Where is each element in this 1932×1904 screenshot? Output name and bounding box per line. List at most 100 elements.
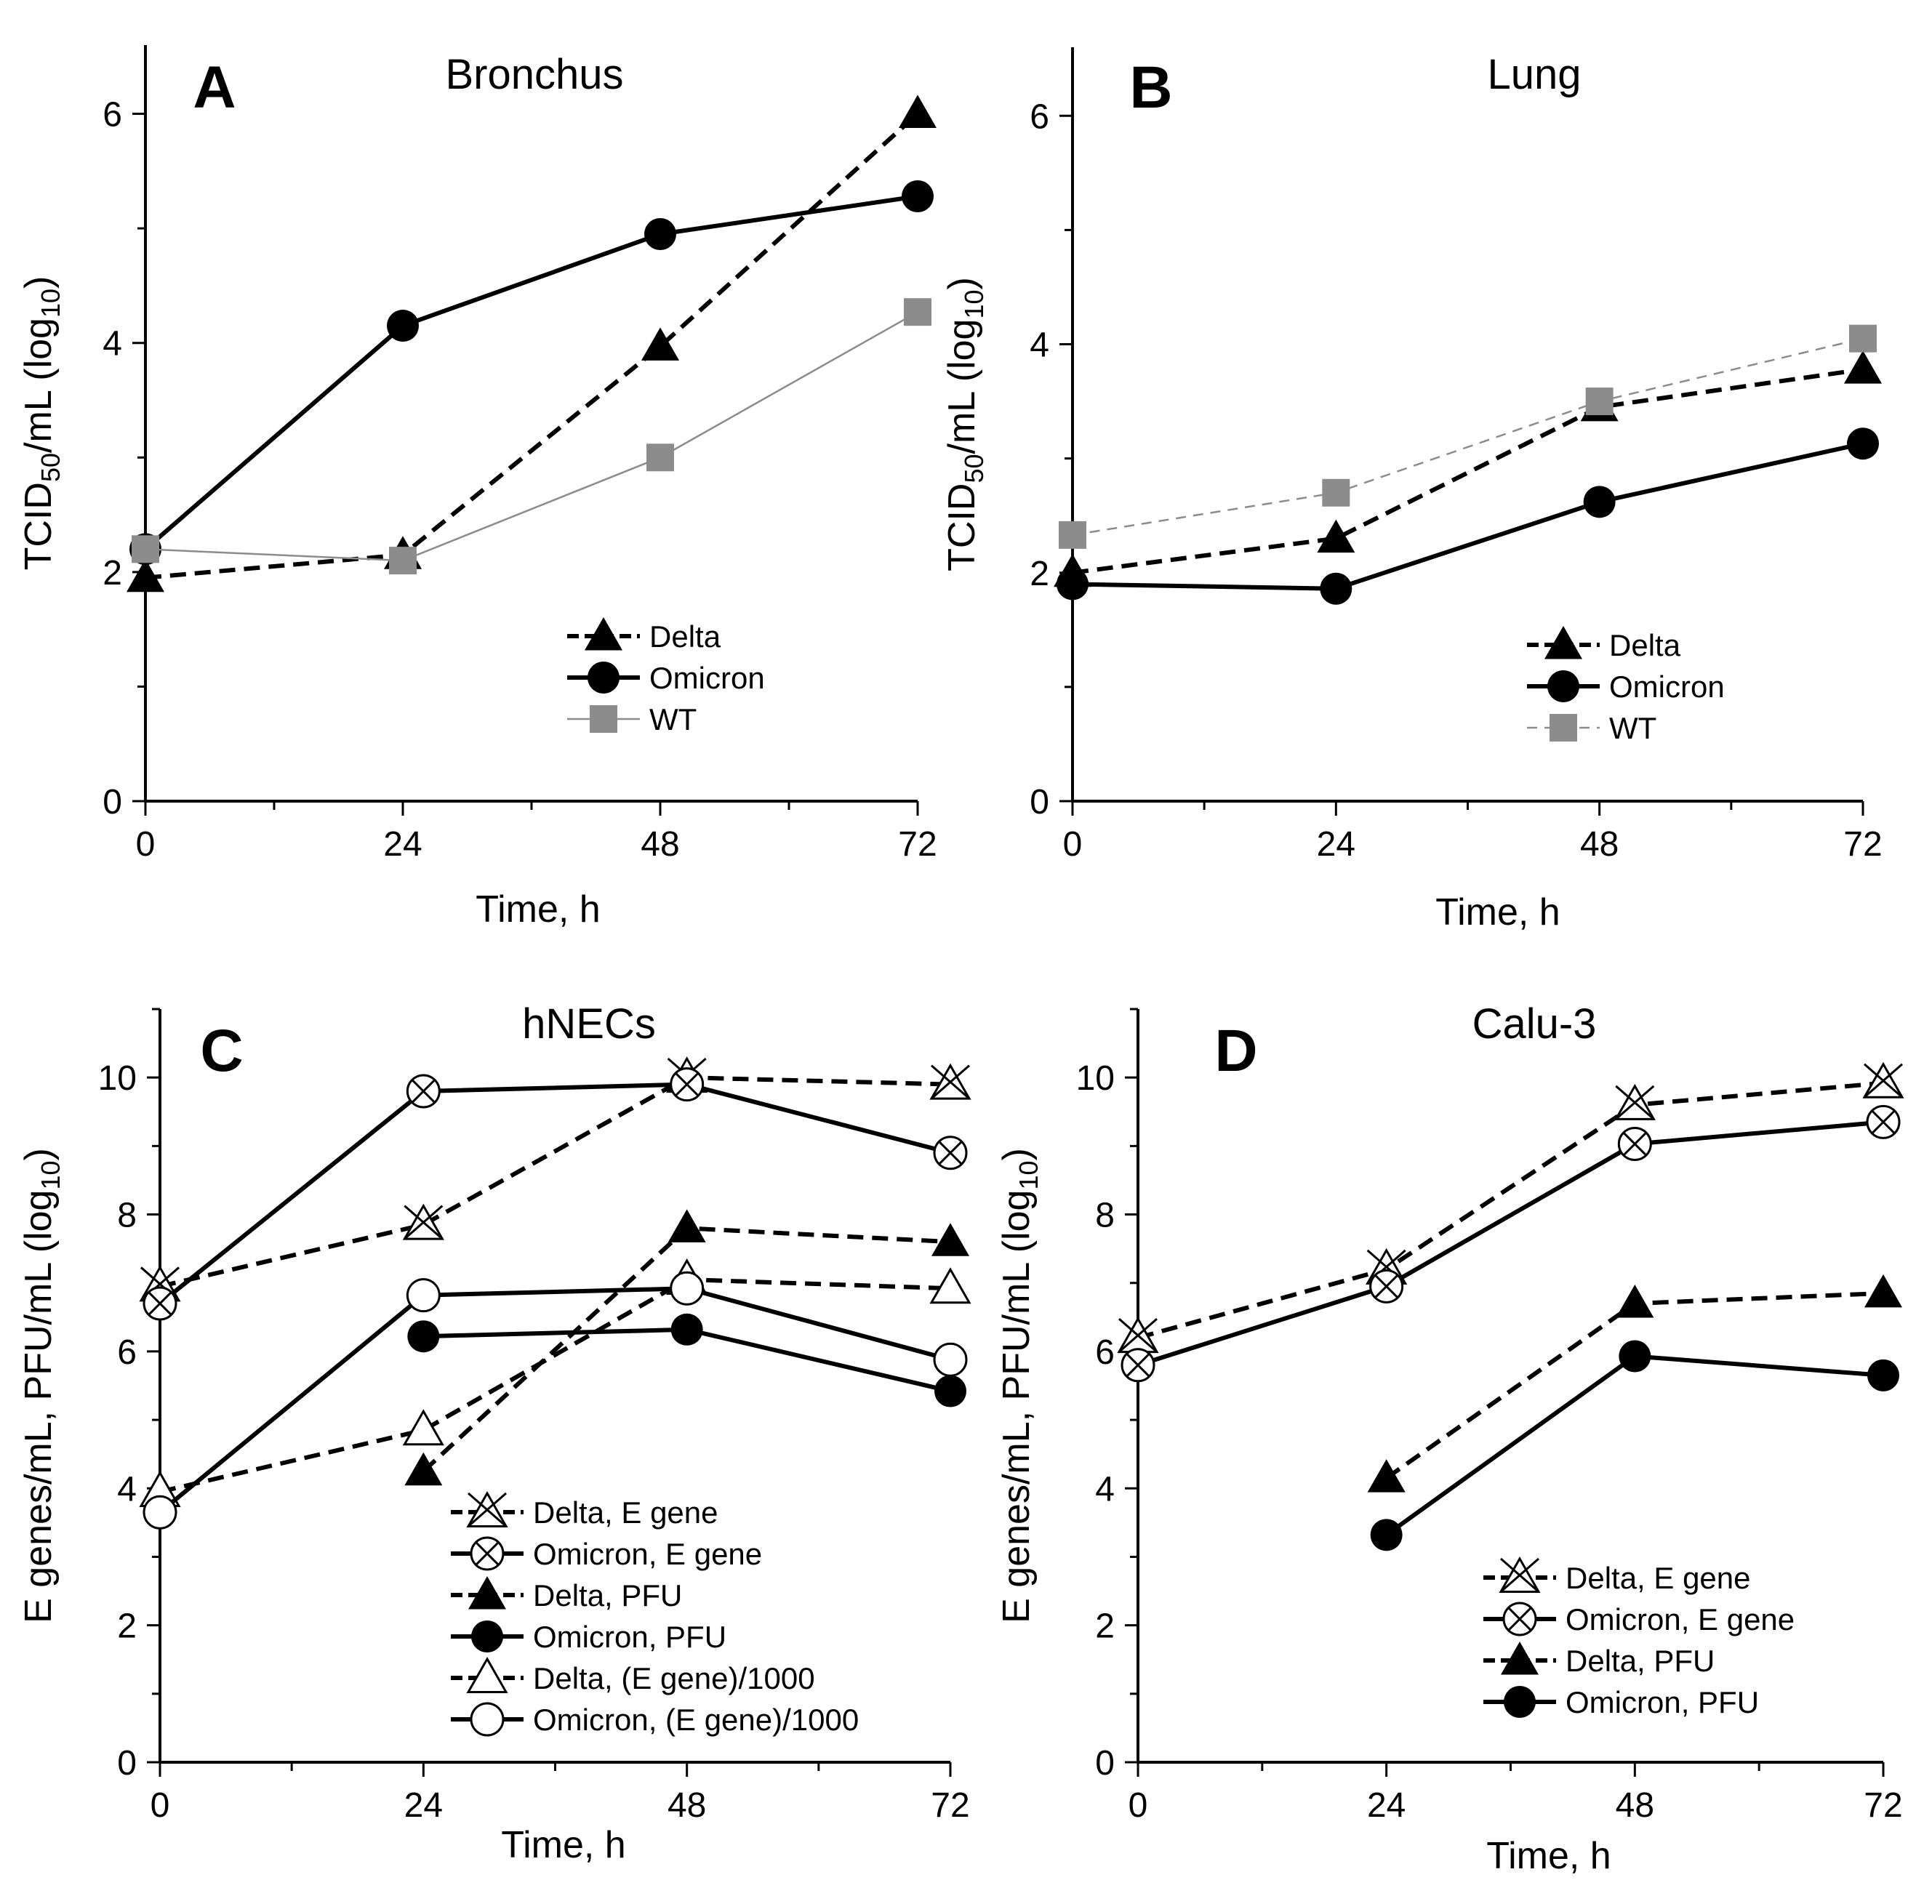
panel-a-legend: Delta Omicron WT — [567, 617, 765, 736]
panel-c-series-omicron-e-gene-point-cross — [938, 1141, 963, 1165]
panel-c-x-tick-label: 72 — [931, 1786, 969, 1825]
panel-c-series-delta-pfu-point — [404, 1452, 443, 1486]
panel-d-series-omicron-e-gene-point-cross — [1126, 1353, 1150, 1378]
panel-d-series-omicron-e-gene-point — [1369, 1269, 1404, 1304]
panel-c-x-tick-label: 24 — [404, 1786, 443, 1825]
panel-d-series-omicron-e-gene-point-cross — [1374, 1274, 1399, 1298]
panel-c-series-delta-e-gene-1000-point-outline — [929, 1267, 971, 1304]
panel-a-series-omicron — [129, 180, 934, 566]
panel-c-legend: Delta, E gene Omicron, E gene Delta, PFU Om… — [451, 1490, 859, 1737]
panel-a-series-omicron-point — [644, 218, 676, 250]
panel-d-series-omicron-pfu-line — [1384, 1354, 1884, 1537]
panel-a-series-wt — [132, 298, 931, 575]
panel-a-legend-entry-label: Omicron — [649, 661, 765, 695]
panel-d-series-omicron-e-gene-point — [1617, 1127, 1652, 1162]
panel-b-legend-entry-label: Delta — [1609, 628, 1681, 662]
panel-c-legend-entry: Delta, (E gene)/1000 — [451, 1656, 815, 1695]
panel-b-series-omicron-point — [1847, 427, 1879, 460]
panel-a-x-tick-label: 0 — [136, 825, 156, 864]
panel-d-series-delta-e-gene-point-cross — [1615, 1085, 1655, 1120]
panel-a-y-tick-label: 2 — [103, 554, 122, 593]
panel-d-series-omicron-e-gene-point — [1866, 1104, 1901, 1139]
panel-d-legend-entry-marker-cross — [1507, 1607, 1532, 1631]
panel-b-series-wt-point — [1322, 478, 1350, 507]
panel-c-series-omicron-pfu-point — [407, 1320, 440, 1353]
panel-b-legend-entry-label: Omicron — [1609, 670, 1725, 704]
panel-c-series-omicron-e-gene-point-cross — [675, 1072, 700, 1097]
panel-d-y-tick-label: 2 — [1095, 1607, 1115, 1646]
panel-c-series-delta-e-gene-point-cross — [931, 1064, 970, 1100]
panel-b-x-tick-label: 0 — [1063, 825, 1083, 864]
panel-c-legend-entry: Omicron, PFU — [451, 1620, 726, 1654]
panel-b-y-axis-title-part: 10 — [959, 289, 989, 318]
panel-b-series-wt-point — [1585, 387, 1614, 416]
panel-c-series-omicron-e-gene-1000-point — [143, 1495, 177, 1530]
panel-d-series-omicron-pfu-point — [1370, 1519, 1403, 1551]
panel-b-legend-entry-marker — [1544, 626, 1582, 659]
panel-a-series-omicron-line — [144, 194, 918, 551]
panel-a-legend-entry-label: WT — [649, 702, 697, 736]
panel-d-y-axis-title-part: 10 — [1014, 1160, 1043, 1189]
panel-d-legend-entry: Omicron, E gene — [1483, 1602, 1795, 1636]
panel-d-legend-entry-label: Delta, PFU — [1566, 1644, 1715, 1678]
panel-a-legend-entry-label: Delta — [649, 619, 721, 654]
panel-c-letter: C — [200, 1018, 243, 1084]
panel-c-x-tick-label: 0 — [151, 1786, 170, 1825]
panel-b-legend-entry-label: WT — [1609, 711, 1656, 745]
panel-b-series-delta-line — [1072, 367, 1864, 575]
panel-a-series-delta — [127, 95, 937, 593]
panel-a-series-wt-line — [145, 311, 918, 562]
panel-a-x-axis-title: Time, h — [476, 888, 600, 931]
panel-c-legend-entry-label: Omicron, E gene — [533, 1537, 762, 1571]
panel-a-y-tick-label: 6 — [103, 96, 122, 134]
panel-c-legend-entry-marker — [466, 1490, 508, 1527]
panel-d-legend-entry: Omicron, PFU — [1483, 1685, 1759, 1719]
panel-c-series-delta-e-gene-1000 — [139, 1258, 971, 1507]
panel-d-legend-entry-label: Delta, E gene — [1566, 1561, 1751, 1595]
panel-a-x-tick-label: 24 — [383, 825, 422, 864]
panel-a-series-delta-point — [127, 558, 164, 593]
panel-c-y-tick-label: 8 — [117, 1197, 137, 1235]
panel-c-legend-entry-marker — [470, 1536, 505, 1571]
panel-c-series-delta-e-gene-1000-point — [929, 1267, 971, 1304]
panel-c-series-delta-e-gene-line — [159, 1075, 951, 1289]
panel-d-y-tick-label: 0 — [1095, 1744, 1115, 1783]
panel-a-legend-entry: WT — [567, 702, 697, 736]
panel-c-y-tick-label: 10 — [98, 1059, 137, 1098]
panel-c-series-delta-pfu — [404, 1209, 969, 1486]
panel-d-series-omicron-e-gene-point-cross — [1871, 1109, 1896, 1134]
panel-a-y-axis-title-part: 50 — [36, 453, 65, 482]
panel-d-x-tick-label: 48 — [1616, 1786, 1654, 1825]
panel-d-title: Calu-3 — [1472, 1000, 1597, 1048]
panel-b-series-wt-line — [1072, 337, 1864, 537]
panel-b-y-axis-title-part: 50 — [959, 454, 989, 483]
panel-c-series-omicron-e-gene-point — [143, 1286, 177, 1321]
panel-d-y-tick-label: 10 — [1076, 1059, 1115, 1098]
panel-c-legend-entry-label: Omicron, PFU — [533, 1620, 726, 1654]
panel-b-y-tick-label: 4 — [1030, 326, 1049, 365]
panel-d-legend-entry: Delta, E gene — [1483, 1556, 1751, 1595]
panel-c-series-delta-pfu-point — [931, 1223, 969, 1256]
panel-c-legend-entry: Omicron, (E gene)/1000 — [451, 1702, 859, 1737]
panel-a-x-tick-label: 72 — [898, 825, 937, 864]
panel-b-legend: Delta Omicron WT — [1527, 626, 1725, 745]
panel-c-series-omicron-pfu — [407, 1313, 966, 1407]
panel-a-series-wt-point — [646, 443, 674, 472]
panel-c-legend-entry-label: Delta, PFU — [533, 1578, 682, 1612]
panel-c-legend-entry-marker-cross — [475, 1541, 500, 1566]
panel-c-legend-entry-marker — [471, 1620, 503, 1652]
panel-d-legend-entry-marker — [1502, 1602, 1537, 1636]
panel-c-legend-entry: Delta, PFU — [451, 1576, 682, 1612]
panel-c-series-omicron-e-gene-point — [933, 1136, 968, 1170]
panel-b-series-omicron-point — [1320, 572, 1352, 605]
panel-b-letter: B — [1129, 55, 1172, 121]
panel-d-legend-entry-marker — [1504, 1686, 1536, 1718]
panel-c-series-omicron-e-gene-1000 — [143, 1271, 968, 1530]
panel-c-series-omicron-e-gene-point-cross — [411, 1079, 436, 1104]
panel-a-legend-entry-marker — [588, 662, 620, 694]
panel-d-series-delta-pfu-point — [1864, 1274, 1902, 1308]
panel-d-series-delta-e-gene-point-cross — [1864, 1063, 1903, 1098]
panel-c-legend-entry-label: Delta, E gene — [533, 1495, 718, 1530]
